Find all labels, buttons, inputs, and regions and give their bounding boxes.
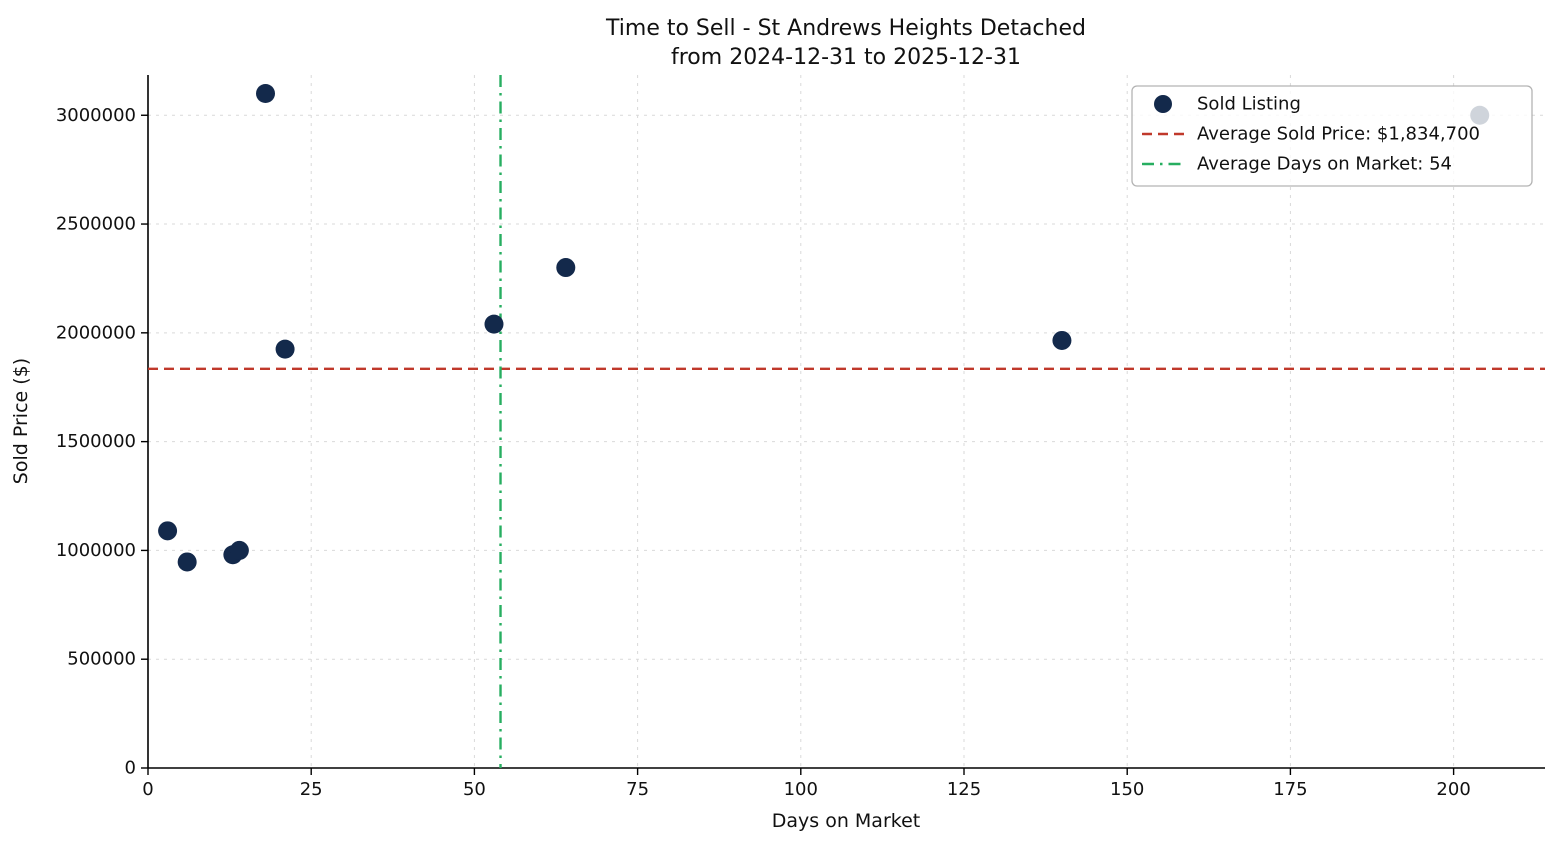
y-tick-label: 1000000 (56, 540, 136, 561)
data-point (484, 314, 504, 334)
chart-title-line2: from 2024-12-31 to 2025-12-31 (671, 45, 1021, 70)
y-tick-label: 3000000 (56, 105, 136, 126)
x-tick-label: 50 (463, 779, 486, 800)
y-tick-label: 0 (125, 758, 136, 779)
data-point (275, 339, 295, 359)
data-point (556, 258, 576, 278)
x-tick-label: 75 (626, 779, 649, 800)
x-tick-label: 200 (1436, 779, 1470, 800)
y-axis-label: Sold Price ($) (10, 358, 32, 484)
y-tick-label: 2000000 (56, 322, 136, 343)
data-point (229, 540, 249, 560)
y-tick-label: 500000 (67, 649, 136, 670)
x-tick-label: 175 (1273, 779, 1307, 800)
x-tick-label: 25 (300, 779, 323, 800)
legend-box (1131, 85, 1533, 187)
x-tick-label: 100 (784, 779, 818, 800)
legend-label: Average Sold Price: $1,834,700 (1197, 124, 1480, 145)
data-point (1052, 330, 1072, 350)
legend-label: Sold Listing (1197, 94, 1301, 115)
y-tick-label: 1500000 (56, 431, 136, 452)
legend-label: Average Days on Market: 54 (1197, 154, 1452, 175)
legend-marker-point (1154, 95, 1172, 113)
x-tick-label: 125 (947, 779, 981, 800)
data-point (177, 552, 197, 572)
x-axis-label: Days on Market (772, 810, 920, 832)
x-tick-label: 0 (142, 779, 153, 800)
x-tick-label: 150 (1110, 779, 1144, 800)
data-point (256, 83, 276, 103)
y-tick-label: 2500000 (56, 214, 136, 235)
data-point (158, 521, 178, 541)
chart-title-line1: Time to Sell - St Andrews Heights Detach… (605, 16, 1086, 41)
